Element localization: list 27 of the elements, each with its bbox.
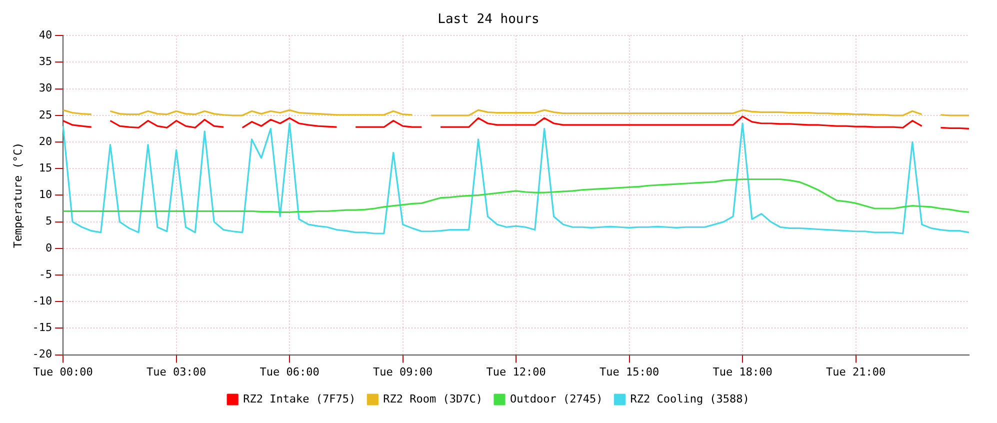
legend-label: RZ2 Room (3D7C) [383,392,483,406]
x-tick-label: Tue 15:00 [599,365,660,378]
y-tick-label: 15 [38,161,52,174]
x-tick-label: Tue 09:00 [372,365,433,378]
y-tick-label: 30 [38,82,52,95]
x-tick-label: Tue 21:00 [826,365,886,378]
y-tick-label: 20 [38,134,52,148]
y-tick-label: -15 [32,321,52,334]
x-tick-label: Tue 00:00 [33,365,93,378]
y-tick-label: -10 [32,294,52,308]
y-tick-label: 35 [38,55,52,68]
y-tick-label: 10 [38,188,52,202]
legend-label: Outdoor (2745) [510,392,603,406]
chart-title: Last 24 hours [438,12,540,28]
y-tick-label: -20 [32,348,52,361]
x-tick-label: Tue 12:00 [486,365,546,378]
y-tick-label: 40 [38,28,52,42]
y-tick-label: 0 [45,241,52,254]
y-axis-title: Temperature (°C) [11,142,24,248]
y-tick-label: 5 [45,214,52,228]
y-tick-label: -5 [38,268,52,281]
legend-label: RZ2 Intake (7F75) [243,392,356,406]
y-tick-label: 25 [38,108,52,122]
x-tick-label: Tue 06:00 [260,365,320,378]
x-tick-label: Tue 03:00 [146,365,206,378]
legend-label: RZ2 Cooling (3588) [630,392,750,406]
x-tick-label: Tue 18:00 [712,365,772,378]
